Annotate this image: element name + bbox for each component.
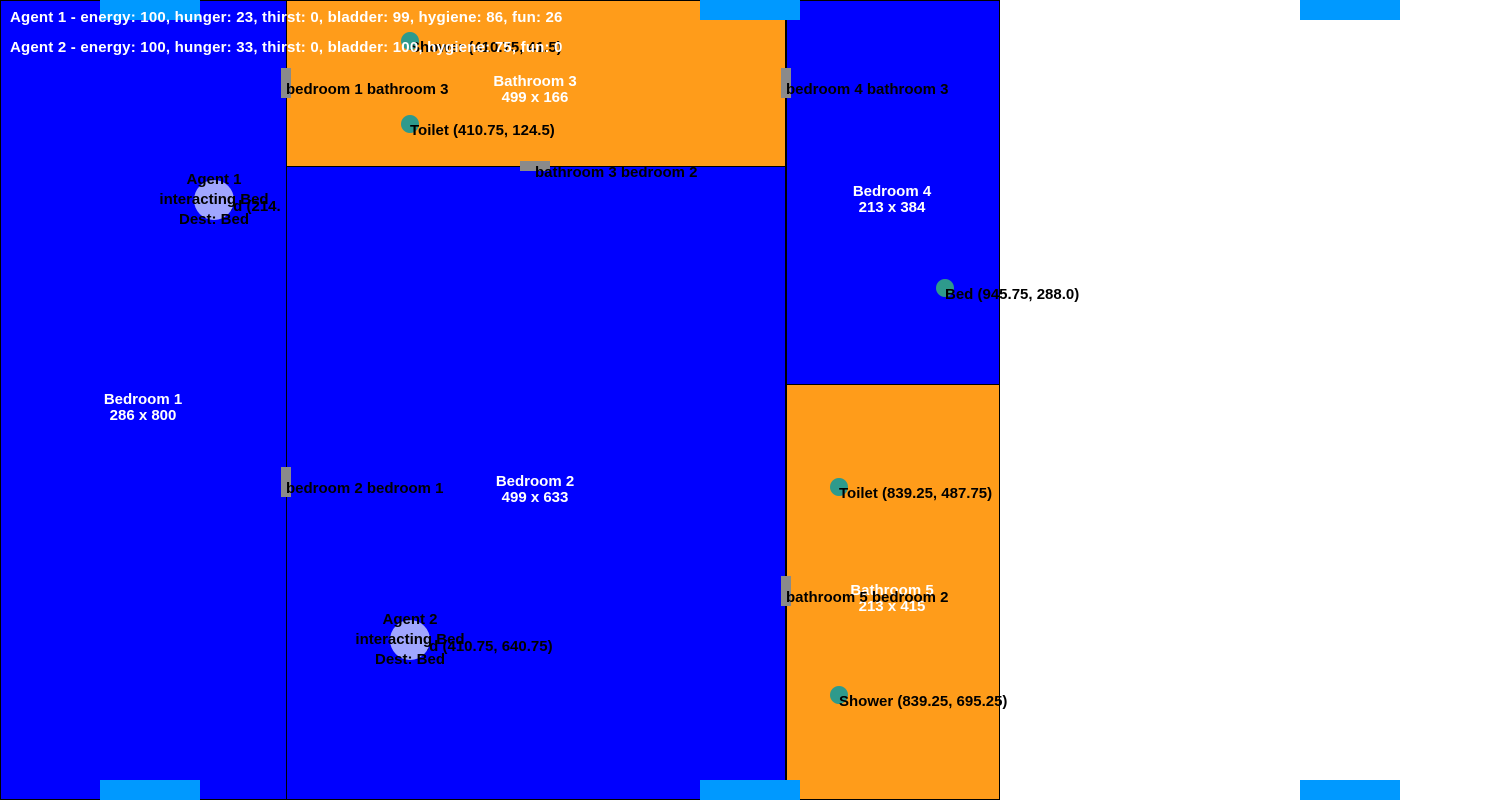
agent-1[interactable] [194, 180, 234, 220]
agent-1-info: Agent 1 interacting Bed Dest: Bed [159, 170, 268, 230]
agent-2-status: Agent 2 - energy: 100, hunger: 33, thirs… [10, 39, 563, 56]
toilet-label: Toilet (839.25, 487.75) [839, 485, 993, 502]
door-label: bedroom 1 bathroom 3 [286, 81, 449, 98]
agent-1-status: Agent 1 - energy: 100, hunger: 23, thirs… [10, 9, 563, 26]
shower-label: Shower (839.25, 695.25) [839, 693, 1008, 710]
room-bedroom-1 [0, 0, 287, 800]
window [700, 0, 800, 20]
window [100, 780, 200, 800]
room-name: Bedroom 2 [495, 473, 575, 490]
window [1300, 0, 1400, 20]
door-bathroom-3-bedroom-2 [520, 161, 550, 171]
shower-object[interactable] [401, 32, 419, 50]
shower-object[interactable] [830, 686, 848, 704]
door-label: bedroom 2 bedroom 1 [286, 480, 444, 497]
agent-name: Agent 1 [186, 171, 242, 188]
room-size: 499 x 633 [501, 489, 569, 506]
room-label-bedroom-4: Bedroom 4 213 x 384 [853, 184, 931, 216]
shower-label: Shower (410.75, 41.5) [410, 39, 562, 56]
door-bedroom-4-bathroom-3 [781, 68, 791, 98]
room-bathroom-5 [786, 384, 1000, 800]
agent-destination: Dest: Bed [374, 651, 445, 668]
room-size: 286 x 800 [109, 407, 177, 424]
room-bathroom-3 [286, 0, 786, 167]
room-bedroom-4 [786, 0, 1000, 385]
room-label-bathroom-3: Bathroom 3 499 x 166 [493, 74, 576, 106]
door-bedroom-2-bedroom-1 [281, 467, 291, 497]
toilet-object[interactable] [830, 478, 848, 496]
room-label-bathroom-5: Bathroom 5 213 x 415 [850, 583, 933, 615]
room-size: 213 x 384 [858, 199, 926, 216]
room-name: Bathroom 3 [493, 73, 577, 90]
room-label-bedroom-1: Bedroom 1 286 x 800 [104, 392, 182, 424]
window [100, 0, 200, 20]
room-size: 213 x 415 [858, 598, 926, 615]
agent-action: interacting Bed [355, 631, 465, 648]
bed-label: Bed (945.75, 288.0) [945, 286, 1080, 303]
agent-2-info: Agent 2 interacting Bed Dest: Bed [355, 610, 464, 670]
room-name: Bedroom 1 [103, 391, 183, 408]
bed-label: Bed (410.75, 640.75) [410, 638, 553, 655]
window [1300, 780, 1400, 800]
room-name: Bathroom 5 [850, 582, 934, 599]
agent-2[interactable] [390, 620, 430, 660]
room-name: Bedroom 4 [852, 183, 932, 200]
door-bedroom-1-bathroom-3 [281, 68, 291, 98]
toilet-label: Toilet (410.75, 124.5) [410, 122, 555, 139]
door-label: bathroom 5 bedroom 2 [786, 589, 949, 606]
window [700, 780, 800, 800]
agent-destination: Dest: Bed [178, 211, 249, 228]
agent-name: Agent 2 [382, 611, 438, 628]
agent-action: interacting Bed [159, 191, 269, 208]
door-bathroom-5-bedroom-2 [781, 576, 791, 606]
bed-object[interactable] [936, 279, 954, 297]
door-label: bathroom 3 bedroom 2 [535, 164, 698, 181]
room-label-bedroom-2: Bedroom 2 499 x 633 [496, 474, 574, 506]
toilet-object[interactable] [401, 115, 419, 133]
room-size: 499 x 166 [501, 89, 569, 106]
door-label: bedroom 4 bathroom 3 [786, 81, 949, 98]
